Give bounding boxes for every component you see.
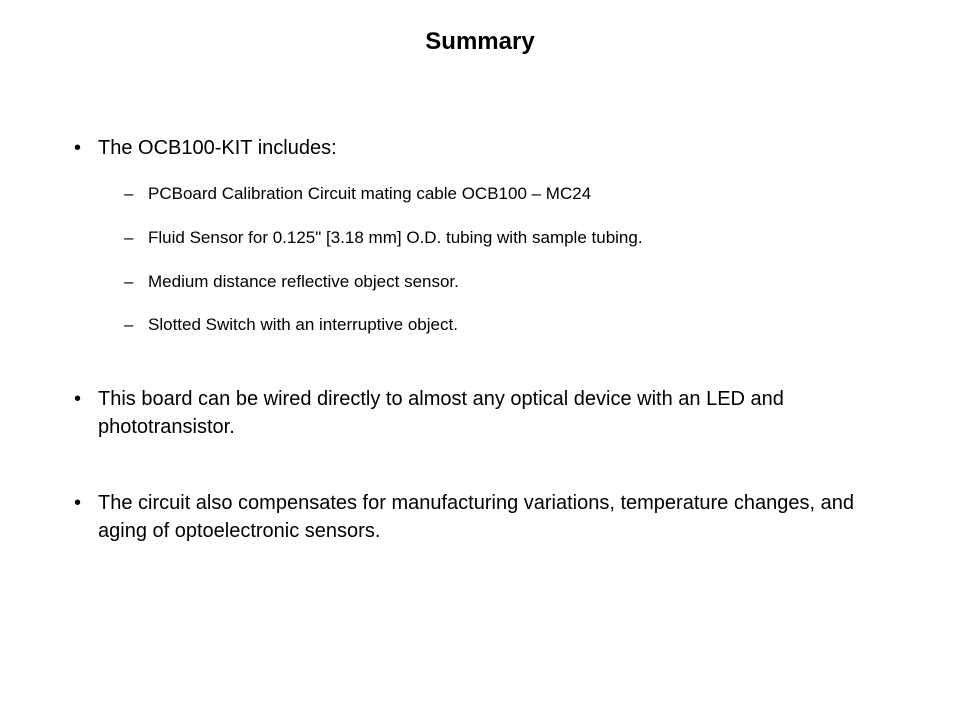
sub-item: – Fluid Sensor for 0.125" [3.18 mm] O.D.… [124,226,890,250]
bullet-text: This board can be wired directly to almo… [98,385,890,441]
bullet-item: • The OCB100-KIT includes: [70,134,890,162]
bullet-section-2: • This board can be wired directly to al… [70,385,890,441]
bullet-item: • The circuit also compensates for manuf… [70,489,890,545]
bullet-text: The OCB100-KIT includes: [98,134,890,162]
bullet-section-3: • The circuit also compensates for manuf… [70,489,890,545]
bullet-marker: • [70,385,98,413]
sub-text: Fluid Sensor for 0.125" [3.18 mm] O.D. t… [148,226,890,250]
sub-marker: – [124,313,148,337]
bullet-section-1: • The OCB100-KIT includes: – PCBoard Cal… [70,134,890,337]
slide-title: Summary [70,28,890,56]
sub-item: – Medium distance reflective object sens… [124,270,890,294]
sub-text: PCBoard Calibration Circuit mating cable… [148,182,890,206]
sub-marker: – [124,270,148,294]
bullet-marker: • [70,489,98,517]
sub-item: – Slotted Switch with an interruptive ob… [124,313,890,337]
sub-text: Medium distance reflective object sensor… [148,270,890,294]
sub-list: – PCBoard Calibration Circuit mating cab… [124,182,890,337]
bullet-marker: • [70,134,98,162]
sub-text: Slotted Switch with an interruptive obje… [148,313,890,337]
sub-item: – PCBoard Calibration Circuit mating cab… [124,182,890,206]
sub-marker: – [124,226,148,250]
bullet-text: The circuit also compensates for manufac… [98,489,890,545]
sub-marker: – [124,182,148,206]
bullet-item: • This board can be wired directly to al… [70,385,890,441]
